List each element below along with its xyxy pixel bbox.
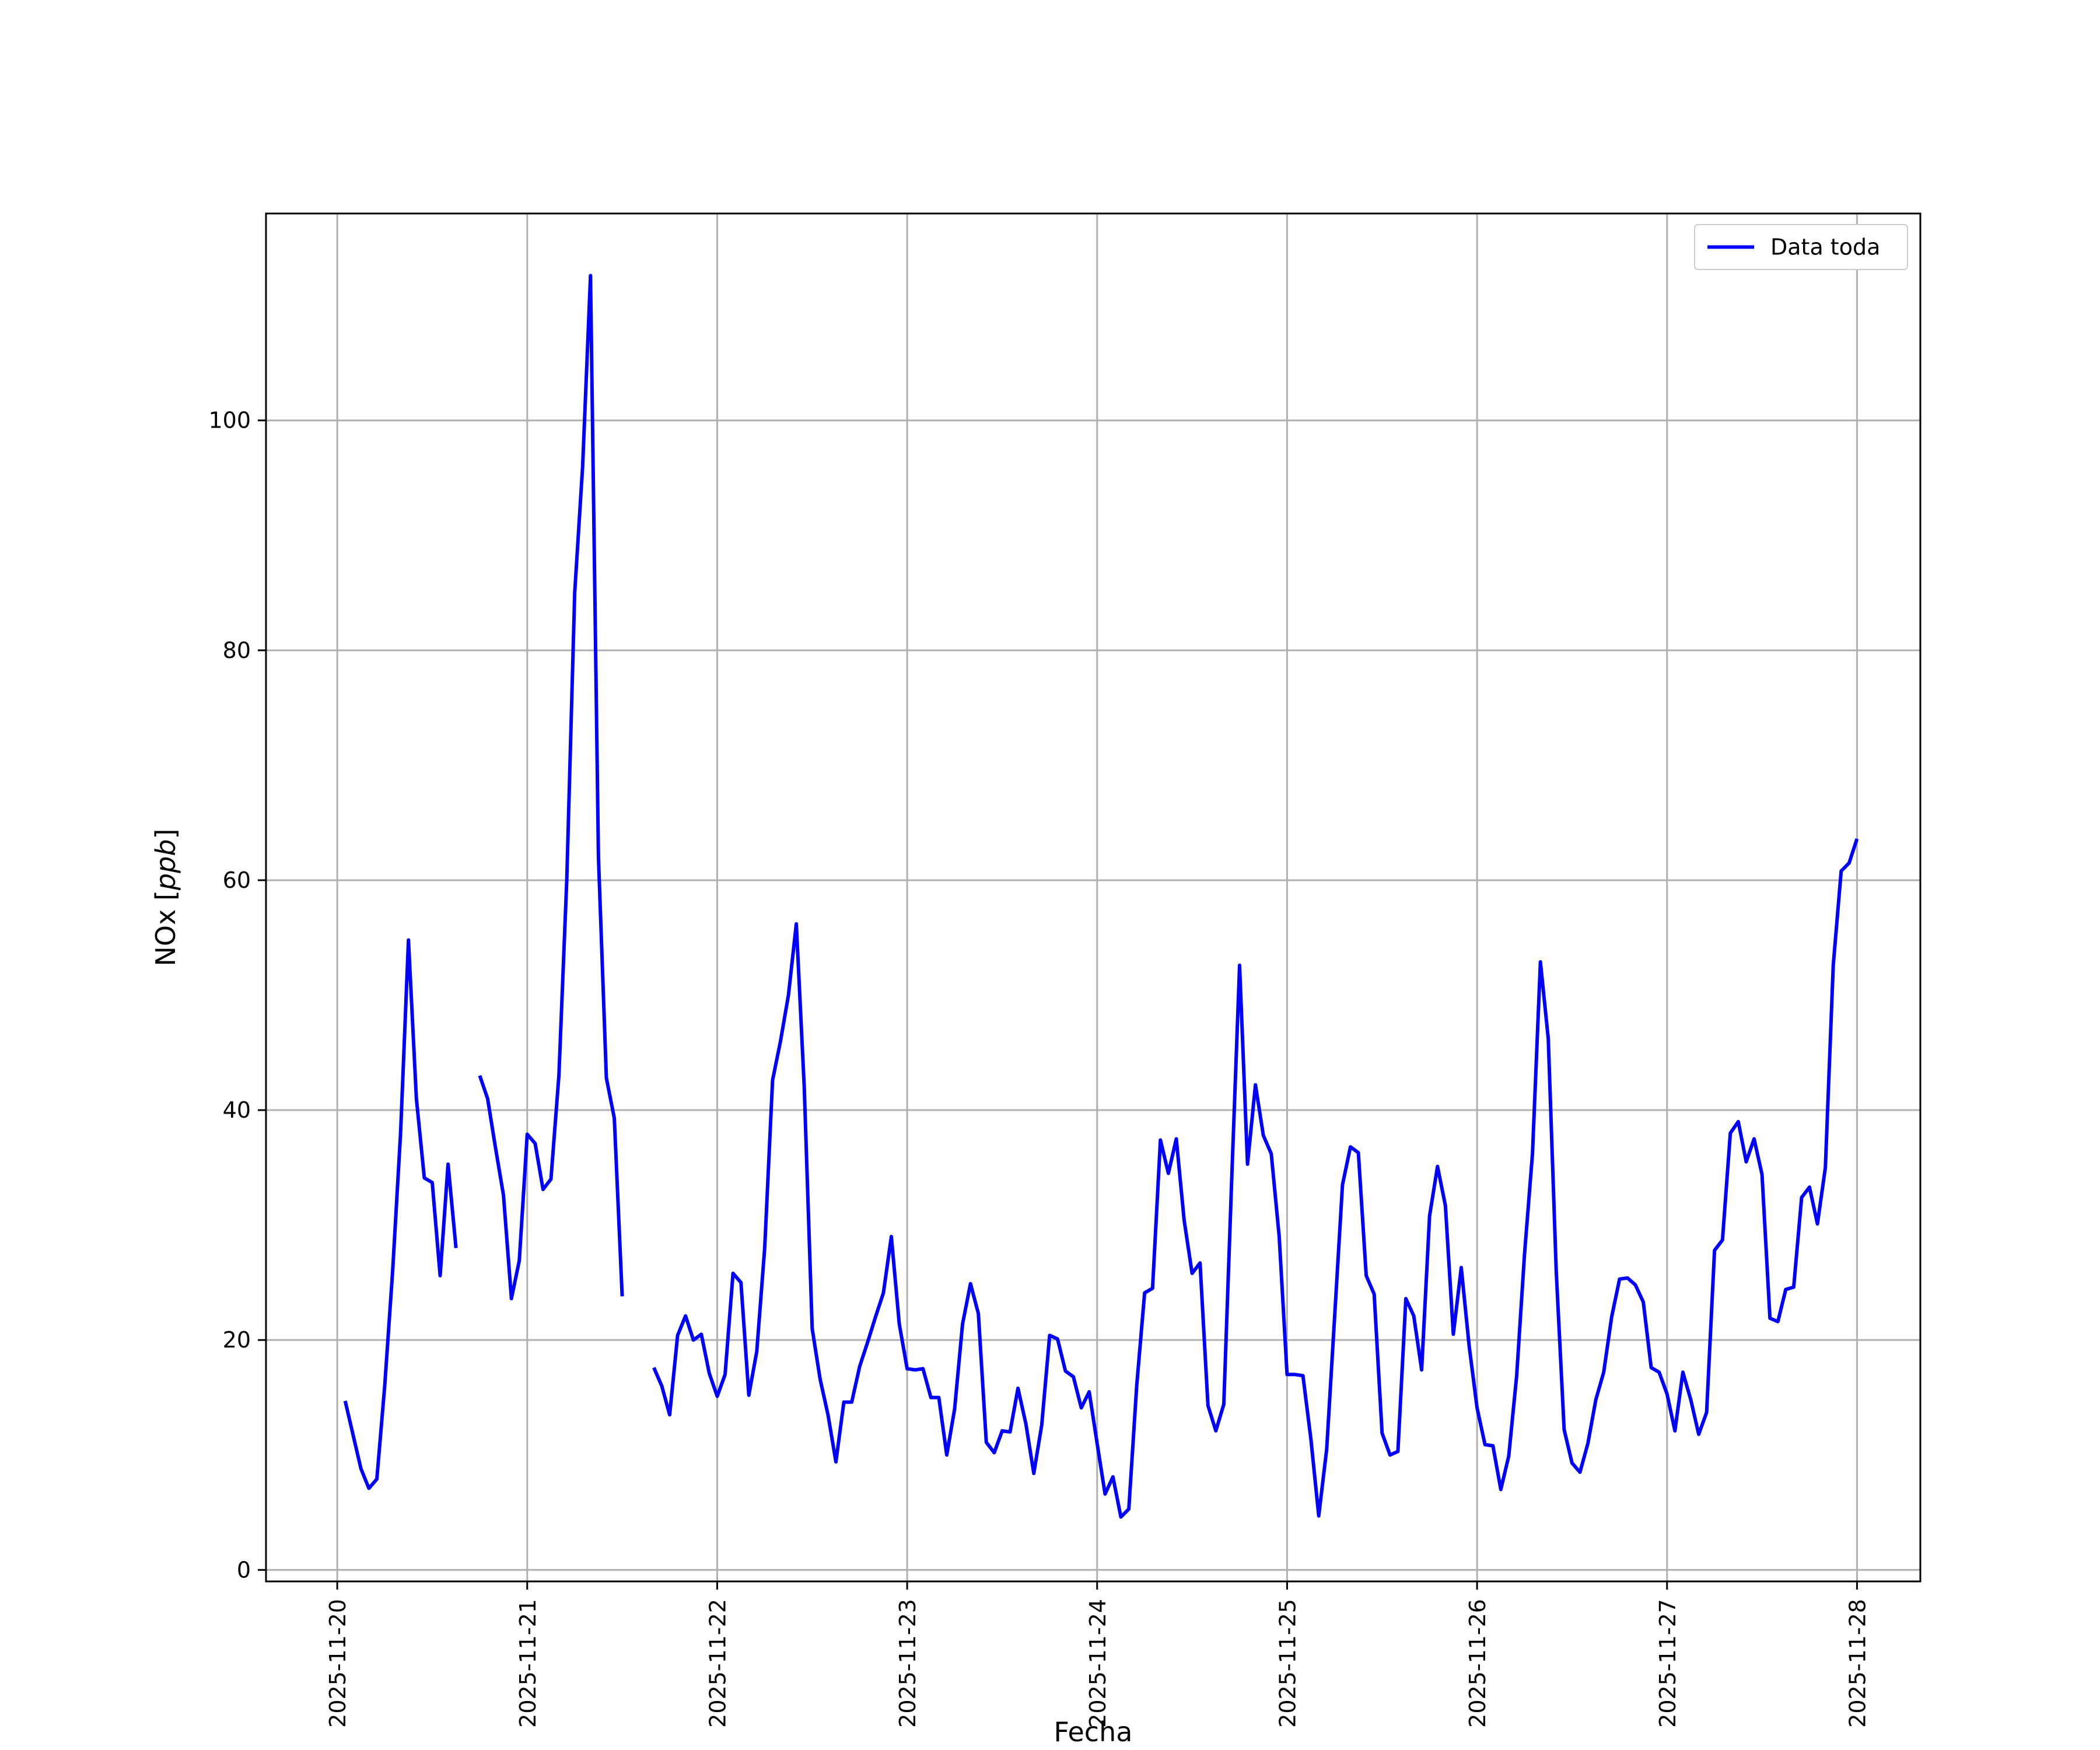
legend-box	[1694, 224, 1908, 270]
grid-lines	[266, 214, 1920, 1581]
legend: Data toda	[1694, 224, 1908, 270]
x-tick-label: 2025-11-24	[1085, 1599, 1111, 1728]
y-axis-label-suffix: ]	[150, 829, 181, 839]
series-line-segment	[652, 838, 1859, 1519]
x-tick-label: 2025-11-22	[705, 1599, 730, 1728]
legend-label: Data toda	[1770, 235, 1880, 260]
series-line-segment	[343, 938, 458, 1490]
plot-frame	[265, 212, 1922, 1583]
axis-ticks: 0 20 40 60 80 100 2025-11-20 2025-11-21 2025-11-…	[208, 408, 1870, 1728]
y-axis-label: NOx [ppb]	[150, 829, 181, 967]
y-tick-label: 60	[223, 867, 251, 893]
x-tick-label: 2025-11-20	[325, 1599, 351, 1728]
series-line-segment	[478, 274, 624, 1301]
y-tick-label: 40	[223, 1097, 251, 1123]
y-axis-label-prefix: NOx [	[150, 890, 181, 966]
x-tick-label: 2025-11-27	[1655, 1599, 1681, 1728]
y-tick-label: 100	[208, 408, 251, 433]
y-tick-label: 0	[237, 1557, 251, 1583]
x-tick-label: 2025-11-26	[1465, 1599, 1490, 1728]
x-tick-label: 2025-11-25	[1275, 1599, 1300, 1728]
x-tick-label: 2025-11-21	[515, 1599, 541, 1728]
x-tick-label: 2025-11-28	[1845, 1599, 1870, 1728]
x-axis-label: Fecha	[1054, 1716, 1133, 1748]
y-axis-label-unit: ppb	[150, 839, 181, 891]
y-tick-label: 20	[223, 1327, 251, 1353]
data-series	[343, 274, 1859, 1519]
x-tick-label: 2025-11-23	[895, 1599, 921, 1728]
y-tick-label: 80	[223, 638, 251, 663]
